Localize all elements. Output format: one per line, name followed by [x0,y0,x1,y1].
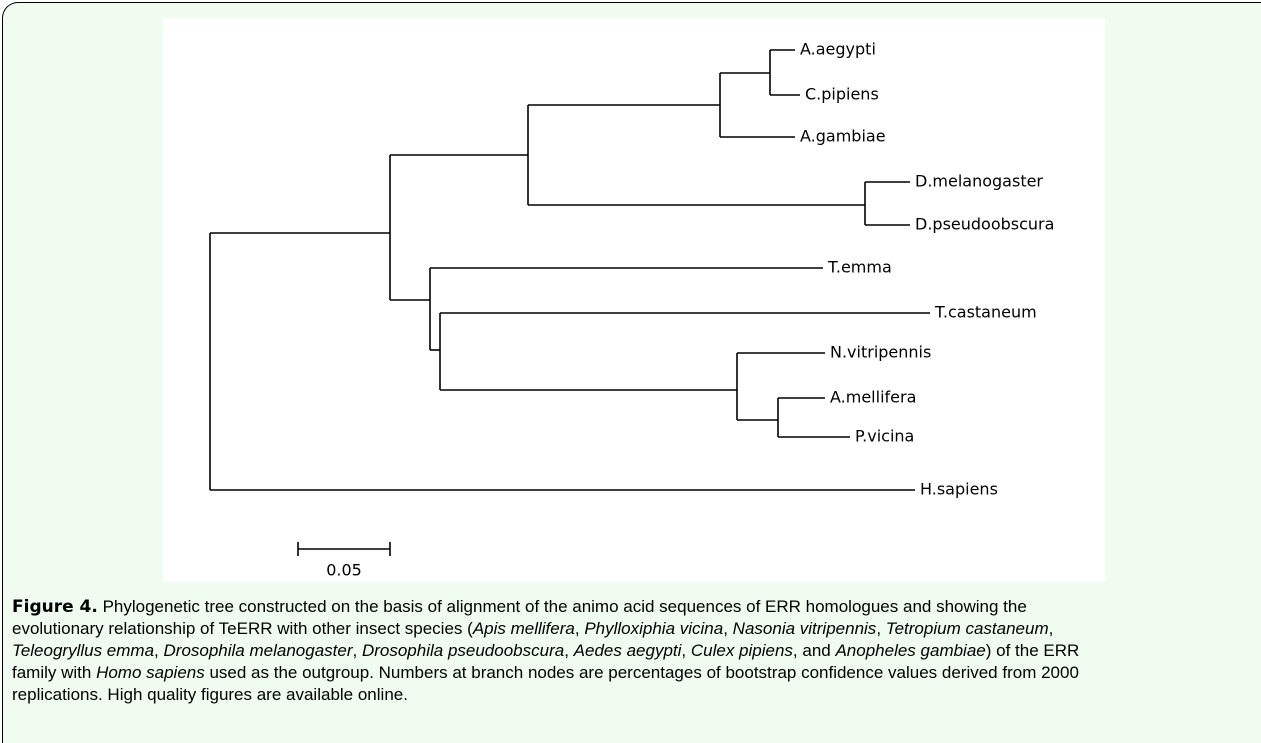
caption-text: , [1048,619,1054,638]
leaf-label: A.aegypti [800,40,876,59]
caption-text: Phylloxiphia vicina [584,619,724,638]
leaf-label: A.mellifera [830,388,916,407]
leaf-label: D.pseudoobscura [915,215,1054,234]
leaf-label: D.melanogaster [915,172,1043,191]
caption-text: , [574,619,585,638]
caption-text: Culex pipiens [690,641,793,660]
caption-text: , [154,641,164,660]
caption-text: Tetropium castaneum [885,619,1049,638]
leaf-label: A.gambiae [800,127,886,146]
caption-text: Anopheles gambiae [835,641,986,660]
caption-text: Nasonia vitripennis [732,619,877,638]
tree-branches [209,49,930,491]
caption-text: used as the outgroup. Numbers at branch … [12,663,1079,704]
leaf-label: P.vicina [855,427,914,446]
leaf-label: N.vitripennis [830,343,931,362]
caption-text: , [564,641,574,660]
scale-label: 0.05 [326,561,362,580]
caption-text: Teleogryllus emma [12,641,155,660]
caption-text: , [723,619,733,638]
leaf-label: T.castaneum [934,303,1037,322]
caption-text: ) of the ERR family with [12,641,1080,682]
caption-text: Phylogenetic tree constructed on the bas… [12,597,1027,638]
leaf-label: T.emma [827,258,892,277]
leaf-label: H.sapiens [920,480,998,499]
scale-bar [297,542,391,556]
caption-text: Homo sapiens [96,663,205,682]
caption-text: Drosophila melanogaster [163,641,353,660]
caption-text: Drosophila pseudoobscura [361,641,565,660]
leaf-label: C.pipiens [805,85,879,104]
figure-image [163,18,1105,582]
caption-text: , [876,619,886,638]
caption: Figure 4. Phylogenetic tree constructed … [12,596,1097,706]
caption-text: , and [792,641,836,660]
caption-text: , [352,641,362,660]
caption-text: Aedes aegypti [573,641,682,660]
caption-label: Figure 4. [12,597,98,617]
caption-text: , [681,641,691,660]
caption-text: Apis mellifera [472,619,575,638]
